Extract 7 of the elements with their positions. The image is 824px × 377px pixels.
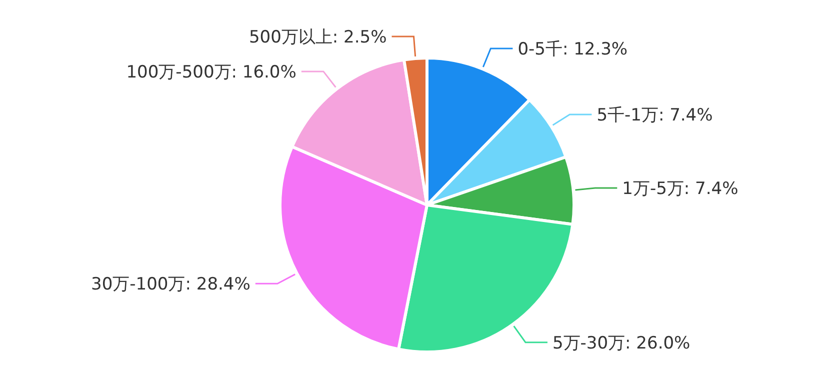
slice-label: 500万以上: 2.5% bbox=[248, 28, 387, 48]
slice-label: 5千-1万: 7.4% bbox=[596, 105, 713, 126]
slice-label: 30万-100万: 28.4% bbox=[91, 274, 250, 295]
slice-label: 5万-30万: 26.0% bbox=[552, 333, 690, 354]
slice-label: 0-5千: 12.3% bbox=[518, 39, 628, 60]
slice-label: 100万-500万: 16.0% bbox=[126, 62, 296, 82]
slice-label: 1万-5万: 7.4% bbox=[622, 179, 738, 200]
